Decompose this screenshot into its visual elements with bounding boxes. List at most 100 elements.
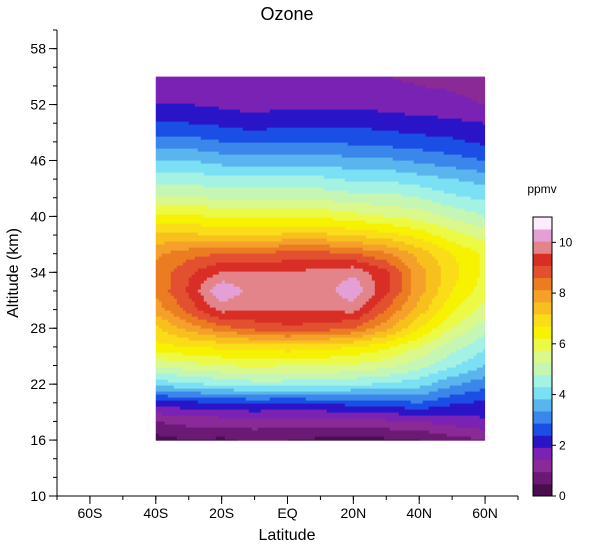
heatmap-cell xyxy=(479,268,486,273)
heatmap-cell xyxy=(458,277,478,282)
heatmap-cell xyxy=(458,304,481,309)
heatmap-cell xyxy=(398,343,424,348)
heatmap-cell xyxy=(431,232,466,237)
heatmap-cell xyxy=(428,406,486,411)
heatmap-cell xyxy=(428,373,460,378)
heatmap-cell xyxy=(155,199,334,204)
heatmap-cell xyxy=(428,364,457,369)
heatmap-cell xyxy=(155,208,331,213)
heatmap-cell xyxy=(155,100,478,105)
heatmap-cell xyxy=(365,220,427,225)
heatmap-cell xyxy=(476,322,486,327)
heatmap-cell xyxy=(266,127,373,132)
heatmap-cell xyxy=(182,307,199,312)
heatmap-cell xyxy=(170,250,277,255)
colorbar: 0 2 4 6 8 10 xyxy=(532,216,573,503)
heatmap-cell xyxy=(341,154,463,159)
heatmap-cell xyxy=(362,286,376,291)
heatmap-cell xyxy=(386,268,400,273)
heatmap-cell xyxy=(155,163,223,168)
heatmap-cell xyxy=(437,115,486,120)
heatmap-cell xyxy=(425,85,486,90)
heatmap-cell xyxy=(452,217,486,222)
heatmap-cell xyxy=(437,223,475,228)
heatmap-cell xyxy=(425,322,442,327)
heatmap-cell xyxy=(419,439,486,441)
heatmap-cell xyxy=(200,160,415,165)
heatmap-cell xyxy=(323,187,433,192)
heatmap-cell xyxy=(425,280,442,285)
heatmap-cell xyxy=(344,226,412,231)
heatmap-cell xyxy=(407,349,433,354)
heatmap-cell xyxy=(377,301,394,306)
x-tick-label: 40N xyxy=(406,505,432,521)
heatmap-cell xyxy=(419,184,486,189)
colorbar-tick-label: 6 xyxy=(559,337,566,351)
heatmap-cell xyxy=(467,370,486,375)
heatmap-cell xyxy=(164,421,433,426)
heatmap-cell xyxy=(221,163,436,168)
heatmap-cell xyxy=(476,211,486,216)
heatmap-cell xyxy=(380,358,415,363)
heatmap-cell xyxy=(155,424,187,429)
heatmap-cell xyxy=(155,112,406,117)
heatmap-cell xyxy=(341,166,457,171)
heatmap-cell xyxy=(374,256,400,261)
heatmap-cell xyxy=(155,256,160,261)
heatmap-cell xyxy=(431,421,486,426)
colorbar-frame xyxy=(532,216,553,497)
heatmap-cell xyxy=(458,262,481,267)
heatmap-cell xyxy=(224,310,346,315)
heatmap-cell xyxy=(221,370,340,375)
heatmap-cell xyxy=(155,277,172,282)
heatmap-cell xyxy=(431,187,486,192)
heatmap-cell xyxy=(344,310,355,315)
heatmap-cell xyxy=(359,307,373,312)
heatmap-cell xyxy=(446,376,484,381)
heatmap-cell xyxy=(422,400,475,405)
heatmap-cell xyxy=(455,91,486,96)
heatmap-cell xyxy=(452,310,475,315)
heatmap-cell xyxy=(407,313,421,318)
heatmap-cell xyxy=(236,439,289,441)
x-tick-label: 20N xyxy=(341,505,367,521)
heatmap-cell xyxy=(482,349,486,354)
heatmap-cell xyxy=(458,334,484,339)
heatmap-cell xyxy=(155,427,253,432)
heatmap-cell xyxy=(446,355,475,360)
heatmap-cell xyxy=(419,298,433,303)
heatmap-cell xyxy=(239,109,271,114)
heatmap-cell xyxy=(356,211,433,216)
heatmap-cell xyxy=(155,283,172,288)
x-tick-label: EQ xyxy=(277,505,297,521)
heatmap-cell xyxy=(407,370,439,375)
heatmap-cell xyxy=(389,280,403,285)
heatmap-cell xyxy=(440,322,460,327)
heatmap-cell xyxy=(188,280,205,285)
heatmap-cell xyxy=(167,319,187,324)
heatmap-cell xyxy=(473,289,486,294)
heatmap-cell xyxy=(164,307,184,312)
heatmap-cell xyxy=(155,271,172,276)
heatmap-cell xyxy=(353,340,388,345)
heatmap-cell xyxy=(413,244,439,249)
heatmap-cell xyxy=(392,238,424,243)
heatmap-cell xyxy=(200,136,454,141)
heatmap-cell xyxy=(476,283,486,288)
heatmap-cell xyxy=(431,241,457,246)
heatmap-cell xyxy=(182,262,217,267)
heatmap-cell xyxy=(398,268,412,273)
heatmap-cell xyxy=(449,403,486,408)
heatmap-cell xyxy=(332,217,412,222)
heatmap-cell xyxy=(476,250,486,255)
heatmap-cell xyxy=(329,337,373,342)
heatmap-cell xyxy=(419,196,472,201)
heatmap-cell xyxy=(374,331,397,336)
heatmap-cell xyxy=(185,259,283,264)
heatmap-cell xyxy=(155,286,172,291)
heatmap-cell xyxy=(440,274,460,279)
heatmap-area xyxy=(155,76,486,441)
heatmap-cell xyxy=(173,385,421,390)
heatmap-cell xyxy=(215,334,286,339)
